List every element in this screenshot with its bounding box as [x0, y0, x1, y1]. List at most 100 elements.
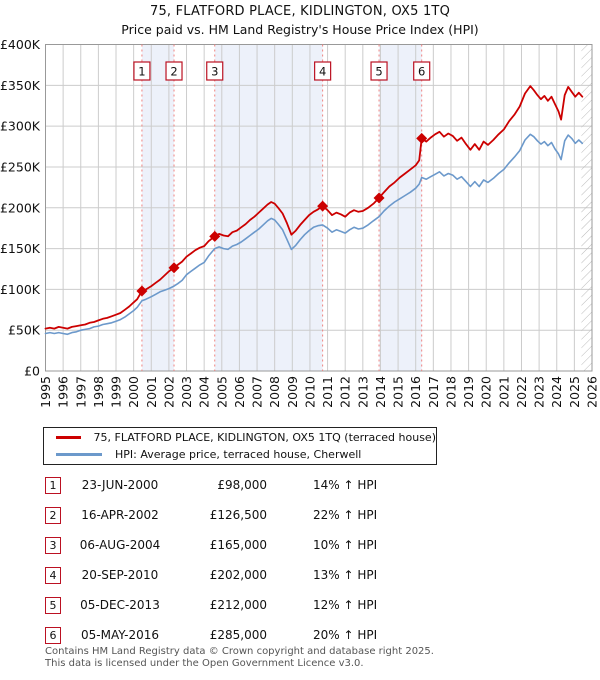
x-axis-year-label: 2016 [408, 376, 423, 408]
x-axis-year-label: 2004 [197, 376, 212, 408]
y-axis-price-label: £0 [24, 364, 40, 379]
footer-line-2: This data is licensed under the Open Gov… [45, 657, 364, 669]
transaction-number-box: 4 [45, 567, 61, 584]
transaction-price: £285,000 [209, 628, 267, 642]
x-axis-year-label: 2022 [514, 376, 529, 408]
transaction-number-box: 5 [45, 597, 61, 614]
sale-diamond-marker [373, 192, 385, 204]
transaction-hpi-delta: 12% ↑ HPI [313, 598, 378, 612]
license-footer: Contains HM Land Registry data © Crown c… [45, 646, 434, 669]
chart-gridlines [45, 44, 593, 372]
x-axis-year-label: 2011 [320, 376, 335, 408]
transaction-date: 06-AUG-2004 [79, 538, 161, 552]
sale-number-box [165, 61, 183, 81]
y-axis-price-label: £100K [0, 282, 41, 297]
sale-number-box [206, 61, 224, 81]
future-hatch-region [581, 44, 592, 371]
table-row: 6 05-MAY-2016 £285,000 20% ↑ HPI [45, 627, 555, 657]
price-lines [44, 85, 584, 336]
x-axis-year-label: 2005 [214, 376, 229, 408]
x-axis-year-label: 2013 [355, 376, 370, 408]
legend-label: HPI: Average price, terraced house, Cher… [115, 448, 362, 462]
blue-line-swatch [56, 453, 102, 457]
transaction-number-box: 6 [45, 627, 61, 644]
transaction-date: 05-DEC-2013 [80, 598, 160, 612]
sale-number-label: 3 [211, 65, 218, 79]
x-axis-year-label: 2001 [144, 376, 159, 408]
sale-markers [136, 132, 428, 297]
plot-border-rect [45, 44, 593, 372]
price-series-line [44, 85, 584, 330]
x-axis-year-label: 2014 [373, 376, 388, 408]
page-subtitle: Price paid vs. HM Land Registry's House … [121, 22, 479, 37]
y-axis-price-label: £200K [0, 200, 41, 215]
legend-item-property: 75, FLATFORD PLACE, KIDLINGTON, OX5 1TQ … [44, 429, 436, 445]
transaction-price: £202,000 [209, 568, 267, 582]
x-axis-year-label: 2009 [285, 376, 300, 408]
x-axis-year-label: 2000 [126, 376, 141, 408]
chart-legend: 75, FLATFORD PLACE, KIDLINGTON, OX5 1TQ … [43, 427, 437, 465]
x-axis-year-label: 1998 [91, 376, 106, 408]
transaction-number-box: 2 [45, 507, 61, 524]
page-title: 75, FLATFORD PLACE, KIDLINGTON, OX5 1TQ [149, 4, 451, 19]
sale-number-box [314, 61, 332, 81]
table-row: 4 20-SEP-2010 £202,000 13% ↑ HPI [45, 567, 555, 597]
sale-diamond-marker [136, 285, 148, 297]
x-axis-year-label: 2007 [250, 376, 265, 408]
sale-number-box [370, 61, 388, 81]
sale-number-boxes: 1 2 3 4 5 6 [133, 61, 431, 81]
transaction-price: £126,500 [209, 508, 267, 522]
sale-number-box [133, 61, 151, 81]
table-row: 3 06-AUG-2004 £165,000 10% ↑ HPI [45, 537, 555, 567]
x-axis-labels: 1995 1996 1997 1998 1999 2000 2001 2002 2003 2004… [38, 376, 600, 408]
x-axis-year-label: 2002 [161, 376, 176, 408]
transaction-date: 16-APR-2002 [81, 508, 159, 522]
x-axis-year-label: 2023 [532, 376, 547, 408]
sale-number-label: 2 [170, 65, 177, 79]
x-axis-year-label: 2006 [232, 376, 247, 408]
transaction-hpi-delta: 20% ↑ HPI [313, 628, 378, 642]
future-hatch [581, 44, 592, 371]
x-axis-year-label: 2008 [267, 376, 282, 408]
x-axis-year-label: 2018 [443, 376, 458, 408]
table-row: 2 16-APR-2002 £126,500 22% ↑ HPI [45, 507, 555, 537]
plot-border [45, 44, 593, 372]
transaction-price: £98,000 [217, 478, 267, 492]
sale-number-label: 4 [319, 65, 326, 79]
x-axis-year-label: 1996 [56, 376, 71, 408]
sale-number-label: 5 [375, 65, 382, 79]
y-axis-price-label: £350K [0, 78, 41, 93]
x-axis-year-label: 2012 [338, 376, 353, 408]
transaction-price: £212,000 [209, 598, 267, 612]
x-axis-year-label: 2015 [391, 376, 406, 408]
transaction-date: 23-JUN-2000 [81, 478, 159, 492]
legend-item-hpi: HPI: Average price, terraced house, Cher… [44, 447, 436, 463]
sale-diamond-marker [168, 262, 180, 274]
transaction-hpi-delta: 10% ↑ HPI [313, 538, 378, 552]
y-axis-price-label: £50K [8, 323, 41, 338]
transaction-number-box: 1 [45, 477, 61, 494]
transaction-date: 20-SEP-2010 [81, 568, 159, 582]
x-axis-year-label: 1997 [73, 376, 88, 408]
y-axis-price-label: £250K [0, 159, 41, 174]
transaction-date: 05-MAY-2016 [80, 628, 159, 642]
x-axis-year-label: 2017 [426, 376, 441, 408]
transaction-number-box: 3 [45, 537, 61, 554]
table-row: 5 05-DEC-2013 £212,000 12% ↑ HPI [45, 597, 555, 627]
x-axis-year-label: 2003 [179, 376, 194, 408]
footer-line-1: Contains HM Land Registry data © Crown c… [45, 646, 434, 657]
y-axis-price-label: £300K [0, 119, 41, 134]
transaction-hpi-delta: 14% ↑ HPI [313, 478, 378, 492]
x-axis-year-label: 2024 [549, 376, 564, 408]
x-axis-year-label: 1995 [38, 376, 53, 408]
sale-diamond-marker [209, 230, 221, 242]
sale-number-box [413, 61, 431, 81]
transaction-price: £165,000 [209, 538, 267, 552]
x-axis-year-label: 2019 [461, 376, 476, 408]
sale-number-label: 1 [138, 65, 145, 79]
x-axis-year-label: 2010 [302, 376, 317, 408]
transaction-hpi-delta: 13% ↑ HPI [313, 568, 378, 582]
transaction-hpi-delta: 22% ↑ HPI [313, 508, 378, 522]
